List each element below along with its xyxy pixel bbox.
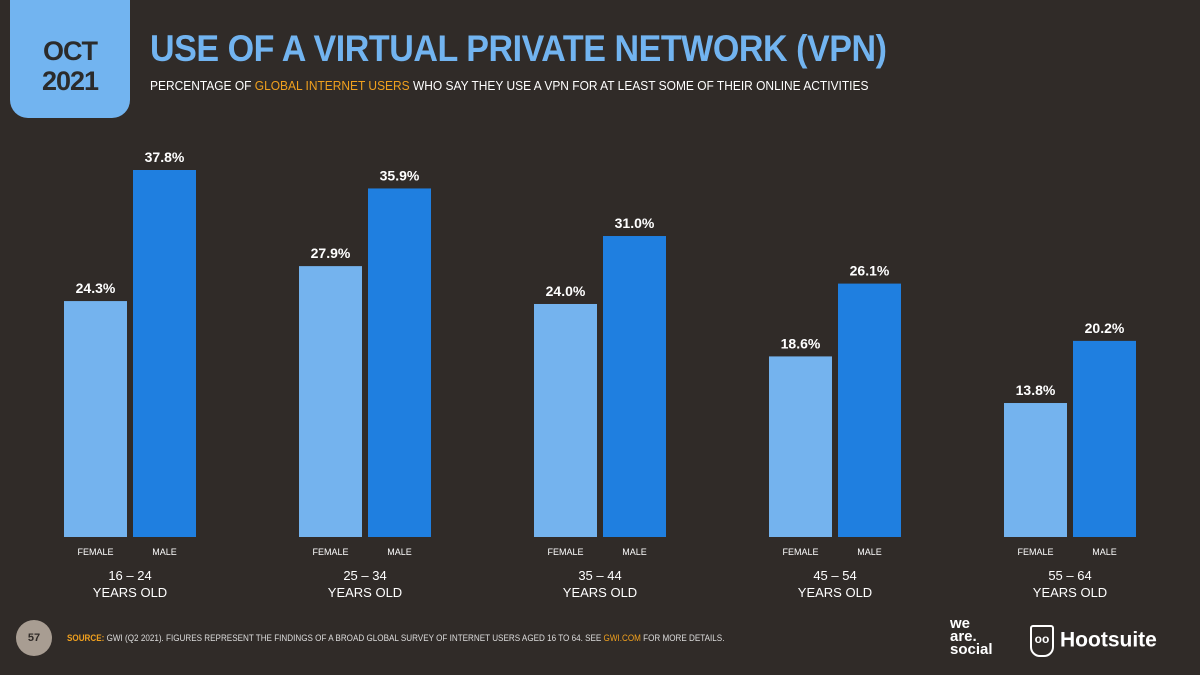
- category-label: 55 – 64: [1048, 568, 1091, 583]
- bar-female: [769, 356, 832, 537]
- page-number: 57: [16, 620, 52, 656]
- owl-icon: oo: [1030, 625, 1054, 657]
- bar-male: [133, 170, 196, 537]
- data-label: 35.9%: [380, 167, 420, 183]
- data-label: 13.8%: [1016, 382, 1056, 398]
- category-sublabel: YEARS OLD: [798, 585, 872, 600]
- series-label: FEMALE: [312, 547, 348, 557]
- series-label: MALE: [387, 547, 412, 557]
- series-label: MALE: [857, 547, 882, 557]
- category-sublabel: YEARS OLD: [328, 585, 402, 600]
- data-label: 31.0%: [615, 215, 655, 231]
- source-note: SOURCE: GWI (Q2 2021). FIGURES REPRESENT…: [67, 633, 724, 643]
- source-label: SOURCE:: [67, 633, 105, 643]
- bar-female: [299, 266, 362, 537]
- data-label: 27.9%: [311, 245, 351, 261]
- data-label: 24.0%: [546, 283, 586, 299]
- bar-female: [1004, 403, 1067, 537]
- we-are-social-logo: we are. social: [950, 615, 993, 658]
- category-sublabel: YEARS OLD: [1033, 585, 1107, 600]
- hootsuite-logo: oo Hootsuite: [1030, 625, 1157, 657]
- page-title: USE OF A VIRTUAL PRIVATE NETWORK (VPN): [150, 28, 887, 69]
- series-label: MALE: [622, 547, 647, 557]
- category-label: 16 – 24: [108, 568, 151, 583]
- category-label: 35 – 44: [578, 568, 621, 583]
- data-label: 24.3%: [76, 280, 116, 296]
- series-label: MALE: [1092, 547, 1117, 557]
- series-label: FEMALE: [547, 547, 583, 557]
- series-label: FEMALE: [77, 547, 113, 557]
- bar-male: [1073, 340, 1136, 537]
- category-label: 45 – 54: [813, 568, 856, 583]
- date-year: 2021: [41, 66, 99, 96]
- source-text: GWI (Q2 2021). FIGURES REPRESENT THE FIN…: [104, 633, 604, 643]
- category-sublabel: YEARS OLD: [563, 585, 637, 600]
- series-label: FEMALE: [782, 547, 818, 557]
- series-label: MALE: [152, 547, 177, 557]
- subtitle-post: WHO SAY THEY USE A VPN FOR AT LEAST SOME…: [409, 78, 869, 93]
- series-label: FEMALE: [1017, 547, 1053, 557]
- data-label: 37.8%: [145, 149, 185, 165]
- date-month: OCT: [43, 36, 98, 66]
- bar-male: [603, 236, 666, 537]
- category-sublabel: YEARS OLD: [93, 585, 167, 600]
- subtitle: PERCENTAGE OF GLOBAL INTERNET USERS WHO …: [150, 78, 868, 93]
- data-label: 18.6%: [781, 335, 821, 351]
- subtitle-highlight: GLOBAL INTERNET USERS: [254, 78, 410, 93]
- data-label: 20.2%: [1085, 320, 1125, 336]
- bar-female: [64, 301, 127, 537]
- source-link[interactable]: GWI.COM: [603, 633, 641, 643]
- date-tab: OCT 2021: [10, 0, 130, 118]
- bar-male: [838, 283, 901, 537]
- data-label: 26.1%: [850, 263, 890, 279]
- bar-female: [534, 303, 597, 537]
- category-label: 25 – 34: [343, 568, 386, 583]
- bar-male: [368, 188, 431, 537]
- subtitle-pre: PERCENTAGE OF: [150, 78, 255, 93]
- source-end: FOR MORE DETAILS.: [640, 633, 725, 643]
